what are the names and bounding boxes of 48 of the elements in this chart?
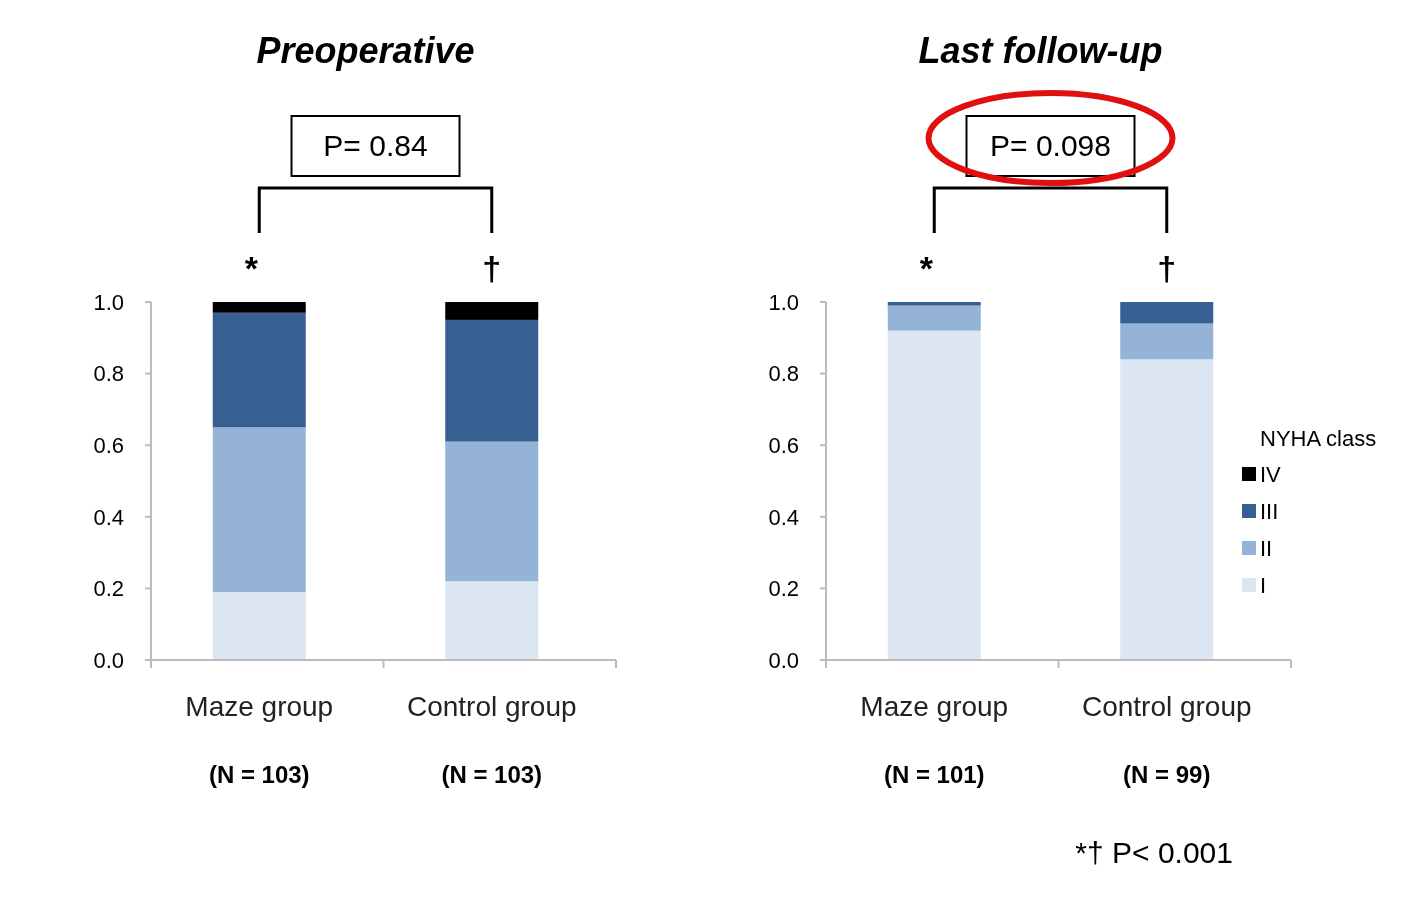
bar — [1120, 359, 1214, 660]
text: † — [1157, 249, 1177, 287]
bar — [445, 441, 539, 582]
bar — [1120, 323, 1214, 360]
x-tick-label: Maze group — [860, 691, 1009, 722]
y-tick-label: 0.8 — [768, 361, 799, 387]
y-tick-label: 0.6 — [93, 432, 124, 458]
y-tick-label: 0.4 — [93, 504, 124, 530]
text: P= 0.84 — [323, 129, 428, 162]
y-tick-label: 1.0 — [768, 289, 799, 315]
y-tick-label: 0.2 — [93, 576, 124, 602]
bar — [887, 330, 981, 660]
y-tick-label: 0.0 — [768, 647, 799, 673]
bar — [887, 302, 981, 306]
text: * — [244, 249, 259, 287]
bar — [445, 581, 539, 660]
text: *† P< 0.001 — [1075, 836, 1233, 869]
bar — [212, 312, 306, 428]
y-tick-label: 0.0 — [93, 647, 124, 673]
y-tick-label: 0.8 — [93, 361, 124, 387]
x-tick-label: Control group — [406, 691, 577, 722]
bar — [212, 302, 306, 313]
legend-label: IV — [1260, 461, 1282, 487]
x-tick-label: Control group — [1081, 691, 1252, 722]
chart-title: Preoperative — [256, 30, 475, 71]
text: (N = 103) — [441, 761, 543, 788]
chart-title: Last follow-up — [918, 30, 1163, 71]
y-tick-label: 0.2 — [768, 576, 799, 602]
bar — [212, 427, 306, 592]
bar — [1120, 302, 1214, 324]
bar — [887, 305, 981, 331]
legend-label: III — [1260, 498, 1279, 524]
text: P= 0.098 — [990, 129, 1111, 162]
legend-label: II — [1260, 535, 1273, 561]
text: † — [482, 249, 502, 287]
text: (N = 103) — [208, 761, 310, 788]
y-tick-label: 0.6 — [768, 432, 799, 458]
text: (N = 101) — [883, 761, 985, 788]
bar — [445, 319, 539, 442]
text: (N = 99) — [1123, 761, 1211, 788]
text: * — [919, 249, 934, 287]
legend-label: I — [1260, 572, 1267, 598]
x-tick-label: Maze group — [185, 691, 334, 722]
bar — [445, 302, 539, 320]
bar — [212, 591, 306, 660]
legend-title: NYHA class — [1260, 426, 1377, 451]
y-tick-label: 1.0 — [93, 289, 124, 315]
y-tick-label: 0.4 — [768, 504, 799, 530]
